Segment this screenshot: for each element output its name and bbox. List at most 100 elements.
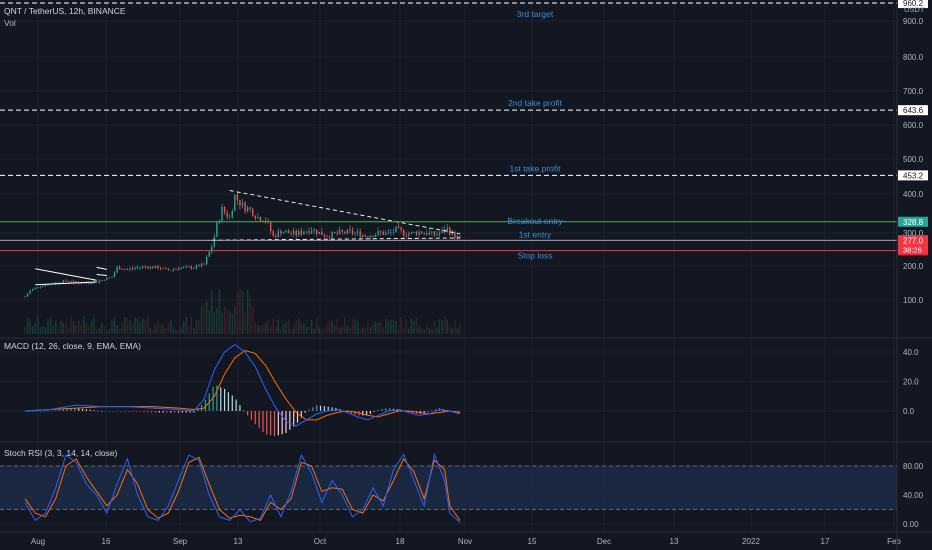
stoch-rsi-pane[interactable] xyxy=(0,452,897,523)
candle-body[interactable] xyxy=(441,229,443,233)
candle-body[interactable] xyxy=(142,266,144,268)
candle-body[interactable] xyxy=(321,231,323,236)
candle-body[interactable] xyxy=(129,268,131,270)
macd-legend[interactable]: MACD (12, 26, close, 9, EMA, EMA) xyxy=(4,341,141,351)
candle-body[interactable] xyxy=(257,217,259,219)
candle-body[interactable] xyxy=(269,222,272,232)
candle-body[interactable] xyxy=(134,268,136,269)
candle-body[interactable] xyxy=(431,231,433,233)
candle-body[interactable] xyxy=(42,285,44,287)
candle-body[interactable] xyxy=(226,212,228,217)
candle-body[interactable] xyxy=(298,230,300,236)
candle-body[interactable] xyxy=(459,236,461,237)
candle-body[interactable] xyxy=(405,235,407,237)
candle-body[interactable] xyxy=(39,286,42,288)
level-label[interactable]: 3rd target xyxy=(517,9,554,19)
candle-body[interactable] xyxy=(205,256,208,265)
candle-body[interactable] xyxy=(57,282,59,284)
candle-body[interactable] xyxy=(101,280,103,281)
level-label[interactable]: Breakout entry xyxy=(507,216,563,226)
candle-body[interactable] xyxy=(290,233,292,235)
triangle-pattern-line[interactable] xyxy=(35,281,97,286)
candle-body[interactable] xyxy=(310,230,313,234)
candle-body[interactable] xyxy=(95,281,98,283)
candle-body[interactable] xyxy=(336,233,338,234)
candle-body[interactable] xyxy=(369,235,372,238)
candle-body[interactable] xyxy=(90,283,93,284)
candle-body[interactable] xyxy=(62,280,65,283)
candle-body[interactable] xyxy=(244,202,246,212)
candle-body[interactable] xyxy=(387,232,390,234)
candle-body[interactable] xyxy=(65,280,67,282)
candle-body[interactable] xyxy=(111,276,113,278)
candle-body[interactable] xyxy=(438,232,441,235)
candle-body[interactable] xyxy=(241,202,244,206)
candle-body[interactable] xyxy=(149,266,152,269)
candle-body[interactable] xyxy=(359,231,361,237)
candle-body[interactable] xyxy=(392,232,395,233)
candle-body[interactable] xyxy=(113,272,116,277)
candle-body[interactable] xyxy=(308,231,310,234)
candle-body[interactable] xyxy=(231,210,233,217)
candle-body[interactable] xyxy=(390,232,392,234)
candle-body[interactable] xyxy=(254,216,256,219)
candle-body[interactable] xyxy=(211,246,213,252)
candle-body[interactable] xyxy=(418,231,420,235)
candle-body[interactable] xyxy=(170,270,172,271)
candle-body[interactable] xyxy=(423,233,425,235)
candle-body[interactable] xyxy=(213,236,216,247)
candle-body[interactable] xyxy=(193,267,195,269)
candle-body[interactable] xyxy=(116,267,118,273)
candle-body[interactable] xyxy=(75,281,77,283)
level-label[interactable]: 1st entry xyxy=(519,229,552,239)
candle-body[interactable] xyxy=(152,266,154,269)
candle-body[interactable] xyxy=(136,267,139,269)
candle-body[interactable] xyxy=(346,229,349,234)
stoch-rsi-legend[interactable]: Stoch RSI (3, 3, 14, 14, close) xyxy=(4,448,118,458)
level-label[interactable]: 1st take profit xyxy=(509,163,561,173)
macd-line[interactable] xyxy=(24,343,461,427)
candle-body[interactable] xyxy=(144,266,146,268)
candle-body[interactable] xyxy=(47,284,49,286)
candle-body[interactable] xyxy=(356,231,359,233)
candle-body[interactable] xyxy=(403,229,405,236)
candle-body[interactable] xyxy=(454,231,456,239)
candle-body[interactable] xyxy=(246,207,249,212)
candle-body[interactable] xyxy=(341,230,343,232)
level-label[interactable]: 2nd take profit xyxy=(508,98,563,108)
rsi-k-line[interactable] xyxy=(24,452,461,523)
candle-body[interactable] xyxy=(131,268,134,270)
candle-body[interactable] xyxy=(275,235,277,237)
candle-body[interactable] xyxy=(410,232,413,234)
candle-body[interactable] xyxy=(177,268,180,270)
candle-body[interactable] xyxy=(234,194,236,211)
candle-body[interactable] xyxy=(326,236,328,238)
candle-body[interactable] xyxy=(80,283,82,285)
candle-body[interactable] xyxy=(372,235,374,237)
candle-body[interactable] xyxy=(259,217,262,222)
candle-body[interactable] xyxy=(190,266,193,269)
candle-body[interactable] xyxy=(303,232,305,235)
candle-body[interactable] xyxy=(103,280,106,281)
candle-body[interactable] xyxy=(428,232,430,235)
candle-body[interactable] xyxy=(316,229,318,235)
candle-body[interactable] xyxy=(351,229,354,234)
candle-body[interactable] xyxy=(377,231,379,235)
level-label[interactable]: Stop loss xyxy=(518,251,553,261)
candle-body[interactable] xyxy=(44,285,47,287)
candle-body[interactable] xyxy=(223,206,226,213)
candle-body[interactable] xyxy=(397,226,400,228)
candle-body[interactable] xyxy=(385,232,387,235)
candle-body[interactable] xyxy=(221,206,223,221)
candle-body[interactable] xyxy=(249,207,251,209)
candle-body[interactable] xyxy=(98,280,100,283)
candle-body[interactable] xyxy=(139,267,141,269)
candle-body[interactable] xyxy=(24,296,26,298)
candle-body[interactable] xyxy=(272,231,274,236)
candle-body[interactable] xyxy=(415,231,418,235)
candle-body[interactable] xyxy=(300,230,303,235)
candle-body[interactable] xyxy=(88,282,90,284)
candle-body[interactable] xyxy=(185,266,187,268)
candle-body[interactable] xyxy=(395,226,397,233)
candle-body[interactable] xyxy=(354,232,356,234)
